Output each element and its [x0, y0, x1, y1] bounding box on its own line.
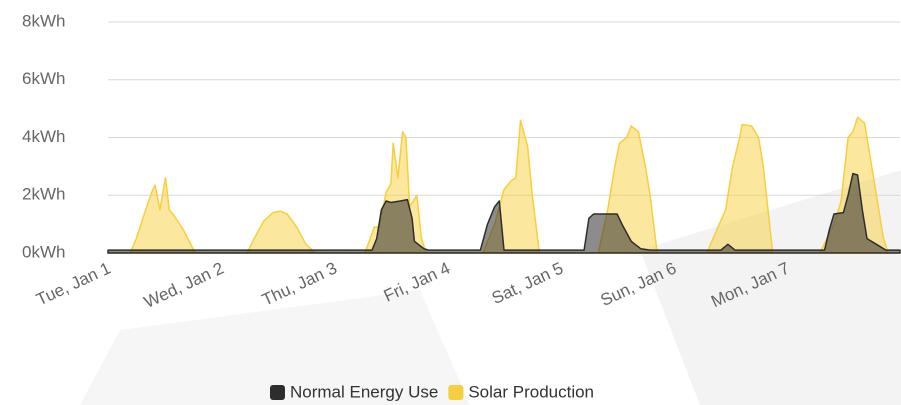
- x-tick-label: Sat, Jan 5: [489, 258, 566, 308]
- series-area: [107, 172, 901, 254]
- legend-swatch: [270, 385, 285, 400]
- y-tick-label: 6kWh: [22, 69, 65, 88]
- legend-label: Normal Energy Use: [290, 382, 438, 401]
- y-tick-label: 0kWh: [22, 242, 65, 261]
- legend-label: Solar Production: [468, 382, 594, 401]
- x-tick-label: Wed, Jan 2: [141, 258, 227, 311]
- y-tick-label: 4kWh: [22, 127, 65, 146]
- panel-shape: [80, 290, 470, 405]
- background-panels: [80, 170, 901, 405]
- y-tick-label: 2kWh: [22, 185, 65, 204]
- legend-swatch: [448, 385, 464, 400]
- y-tick-label: 8kWh: [22, 11, 65, 30]
- x-tick-label: Tue, Jan 1: [33, 258, 113, 309]
- x-tick-label: Thu, Jan 3: [259, 258, 340, 309]
